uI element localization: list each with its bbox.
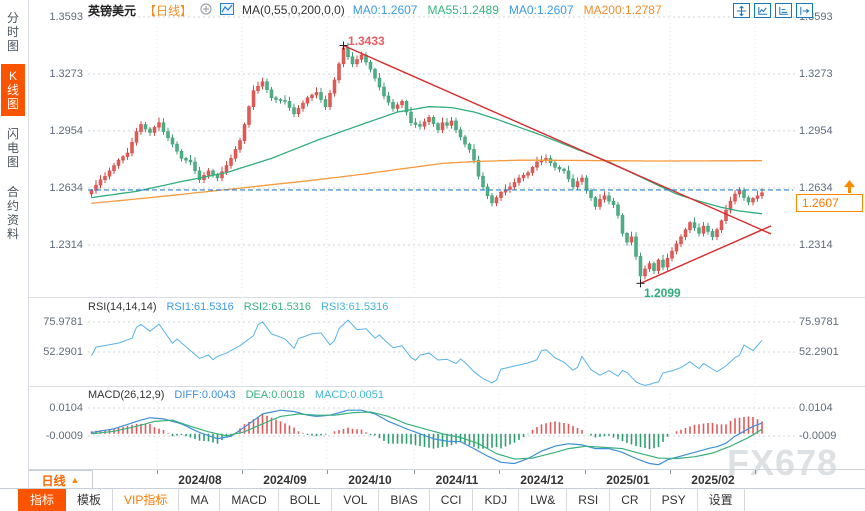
tab-MACD[interactable]: MACD	[220, 489, 279, 511]
price-axis-label-left: 1.3593	[49, 11, 83, 23]
chevron-up-icon: ▲	[70, 475, 80, 485]
tab-RSI[interactable]: RSI	[567, 489, 611, 511]
macd-axis-label-right: -0.0009	[799, 430, 837, 442]
price-axis-label-right: 1.3273	[799, 68, 833, 81]
macd-axis-label-left: -0.0009	[45, 430, 83, 442]
axis-tick	[414, 470, 415, 474]
indicator-chart-icon[interactable]	[220, 2, 235, 18]
tab-VIP指标[interactable]: VIP指标	[113, 489, 180, 511]
pan-icon[interactable]	[733, 3, 750, 18]
x-axis-scale-icon[interactable]	[754, 3, 771, 18]
macd-axis-label-right: 0.0104	[799, 402, 833, 414]
tab-MA[interactable]: MA	[179, 489, 221, 511]
indicator-value: RSI2:61.5316	[243, 301, 312, 313]
circle-plus-icon[interactable]	[200, 2, 212, 18]
price-axis-label-right: 1.2634	[799, 181, 833, 194]
tab-LW&[interactable]: LW&	[519, 489, 568, 511]
price-axis-label-right: 1.2954	[799, 124, 833, 137]
indicator-tab-bar: 指标 模板 VIP指标 MA MACD BOLL VOL BIAS CCI KDJ LW& RSI CR…	[0, 488, 865, 511]
ma-formula: MA(0,55,0,200,0,0)	[242, 3, 345, 17]
rsi-axis-label-right: 52.2901	[799, 346, 839, 358]
macd-panel-header: MACD(26,12,9) DIFF:0.0043 DEA:0.0018 MACD:…	[88, 389, 384, 401]
axis-tick	[157, 470, 158, 474]
rsi-axis-label-left: 75.9781	[43, 316, 83, 328]
price-axis-label-left: 1.3273	[49, 68, 83, 81]
current-price-box: 1.2607	[796, 193, 863, 212]
detach-window-icon[interactable]	[796, 3, 813, 18]
tab-VOL[interactable]: VOL	[332, 489, 380, 511]
month-label: 2024/09	[263, 473, 307, 487]
low-annotation: 1.2099	[644, 286, 681, 301]
indicator-value: MACD:0.0051	[314, 389, 384, 401]
tab-BIAS[interactable]: BIAS	[379, 489, 430, 511]
chart-toolbar	[733, 3, 813, 18]
tab-PSY[interactable]: PSY	[651, 489, 698, 511]
tab-模板[interactable]: 模板	[66, 489, 114, 511]
chart-header: 英镑美元 【日线】 MA(0,55,0,200,0,0) MA0:1.2607 M…	[88, 2, 662, 18]
sidebar-item-4[interactable]: 合约资料	[6, 185, 19, 241]
month-label: 2024/11	[435, 473, 479, 487]
tab-指标[interactable]: 指标	[18, 489, 67, 511]
axis-tick	[327, 470, 328, 474]
month-label: 2025/02	[691, 473, 735, 487]
period-select-button[interactable]: 日线 ▲	[28, 470, 93, 490]
y-axis-scale-icon[interactable]	[775, 3, 792, 18]
axis-tick	[242, 470, 243, 474]
rsi-title: RSI(14,14,14)	[88, 301, 157, 313]
rsi-panel-header: RSI(14,14,14) RSI1:61.5316 RSI2:61.5316 RS…	[88, 301, 388, 313]
indicator-value: DIFF:0.0043	[174, 389, 236, 401]
time-axis: 日线 ▲ 2024/08 2024/09 2024/10 2024/11 2024/12…	[0, 469, 865, 490]
month-label: 2024/10	[348, 473, 392, 487]
rsi-axis-label-right: 75.9781	[799, 316, 839, 328]
watermark: FX678	[727, 442, 839, 483]
axis-tick	[499, 470, 500, 474]
indicator-value: DEA:0.0018	[245, 389, 305, 401]
sidebar-item-1[interactable]: 分时图	[6, 11, 19, 53]
macd-axis-label-left: 0.0104	[49, 402, 83, 414]
tab-BOLL[interactable]: BOLL	[279, 489, 333, 511]
symbol-name: 英镑美元	[88, 3, 137, 18]
tab-KDJ[interactable]: KDJ	[473, 489, 520, 511]
macd-title: MACD(26,12,9)	[88, 389, 165, 401]
axis-tick	[670, 470, 671, 474]
high-annotation: 1.3433	[348, 33, 385, 48]
ma-value: MA55:1.2489	[427, 3, 499, 17]
tab-CR[interactable]: CR	[610, 489, 651, 511]
price-axis-label-left: 1.2954	[49, 124, 83, 137]
month-label: 2024/12	[520, 473, 564, 487]
period-tag: 【日线】	[144, 3, 193, 18]
tab-CCI[interactable]: CCI	[430, 489, 474, 511]
tab-设置[interactable]: 设置	[698, 489, 745, 511]
month-label: 2024/08	[178, 473, 222, 487]
ma-value-list: MA0:1.2607 MA55:1.2489 MA0:1.2607 MA200:1.2…	[353, 3, 662, 17]
period-button-label: 日线	[41, 473, 66, 488]
price-up-arrow-icon	[843, 179, 856, 197]
price-axis-label-left: 1.2314	[49, 239, 83, 251]
sidebar-item-3[interactable]: 闪电图	[6, 127, 19, 169]
ma-value: MA0:1.2607	[508, 3, 574, 17]
indicator-value: RSI1:61.5316	[166, 301, 234, 313]
rsi-axis-label-left: 52.2901	[43, 346, 83, 358]
ma-value: MA200:1.2787	[583, 3, 662, 17]
month-label: 2025/01	[606, 473, 650, 487]
ma-value: MA0:1.2607	[352, 3, 418, 17]
price-axis-label-left: 1.2634	[49, 181, 83, 194]
price-axis-label-right: 1.2314	[799, 239, 833, 251]
axis-tick	[585, 470, 586, 474]
indicator-value: RSI3:61.5316	[321, 301, 389, 313]
axis-tick	[755, 470, 756, 474]
